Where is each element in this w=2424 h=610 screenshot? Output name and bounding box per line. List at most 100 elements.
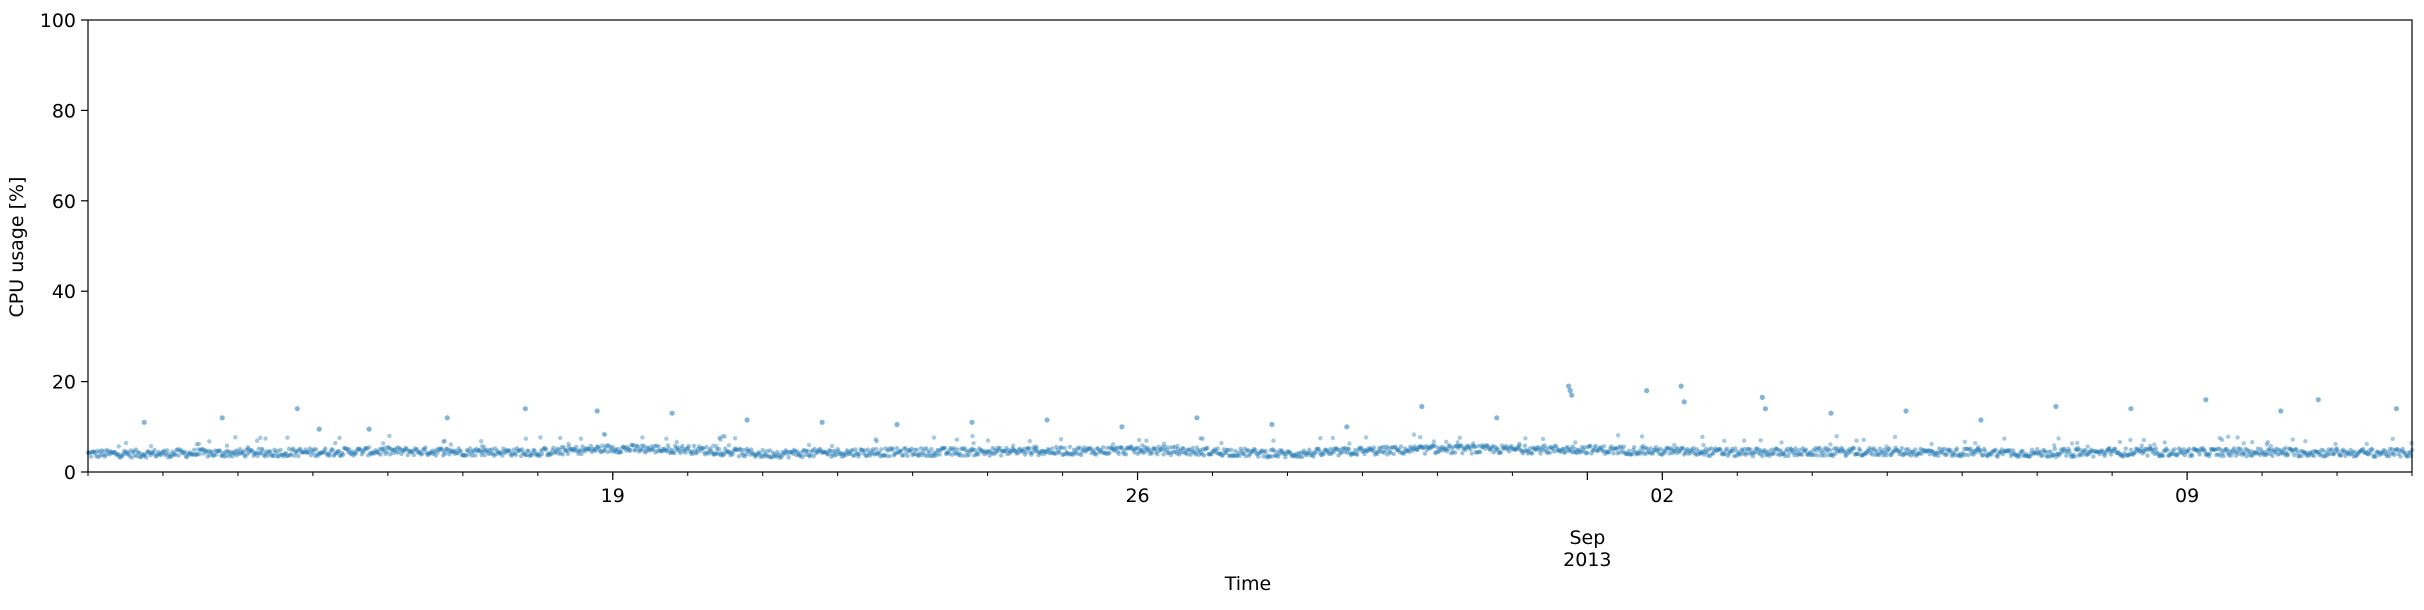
data-point (773, 454, 778, 459)
data-point (1052, 451, 1057, 456)
data-point (1371, 445, 1377, 450)
data-point (683, 450, 688, 455)
data-point (1790, 448, 1795, 453)
data-point (675, 447, 680, 453)
data-point (288, 452, 294, 457)
data-point (348, 451, 353, 456)
data-point (1921, 449, 1926, 454)
data-point (2094, 449, 2099, 455)
data-point (1510, 446, 1515, 452)
data-point (918, 446, 924, 451)
data-point (2018, 450, 2023, 456)
data-point (630, 442, 635, 448)
data-point (2042, 449, 2047, 454)
data-point (223, 449, 228, 455)
data-point (1482, 443, 1487, 448)
data-point (1589, 451, 1594, 456)
data-point (1906, 452, 1912, 457)
data-point (334, 450, 340, 456)
data-point (2385, 449, 2391, 455)
data-point (738, 447, 743, 452)
data-point (1660, 452, 1665, 457)
data-point (1992, 448, 1997, 453)
data-point (353, 451, 358, 456)
data-point (1500, 446, 1506, 451)
data-point (1462, 445, 1467, 451)
data-point (575, 448, 580, 453)
data-point (186, 452, 192, 457)
data-point (2227, 448, 2232, 454)
data-point (1793, 446, 1798, 451)
data-point (1299, 454, 1305, 460)
data-point (1753, 446, 1759, 452)
data-point (1363, 447, 1368, 453)
data-point (576, 451, 581, 456)
data-point (723, 446, 728, 451)
data-point (1949, 453, 1955, 458)
data-point (1544, 449, 1549, 455)
data-point (2139, 443, 2144, 448)
data-point (2318, 451, 2323, 456)
data-point (662, 446, 667, 452)
data-point (1774, 446, 1780, 451)
data-point (652, 443, 657, 449)
data-point (716, 446, 722, 452)
data-point (632, 448, 637, 453)
data-point (303, 447, 308, 452)
data-point (2390, 436, 2395, 442)
data-point (1466, 445, 1471, 451)
data-point (1202, 453, 1207, 458)
data-point (162, 452, 168, 458)
data-point (1325, 450, 1331, 455)
data-point (377, 447, 382, 452)
data-point (1786, 453, 1791, 459)
data-point (602, 432, 608, 437)
data-point-outlier (1566, 383, 1572, 389)
data-point (1011, 447, 1016, 452)
data-point (159, 450, 165, 456)
data-point (1926, 448, 1932, 453)
data-point (2141, 448, 2146, 454)
data-point (2133, 446, 2139, 451)
data-point (132, 453, 138, 458)
data-point (258, 451, 263, 456)
data-point (1206, 451, 1211, 457)
data-point (464, 448, 470, 453)
data-point (1826, 453, 1832, 458)
data-point (239, 450, 245, 455)
data-point (2091, 454, 2096, 459)
data-point (441, 449, 447, 454)
data-point (986, 448, 991, 454)
data-point (1724, 446, 1730, 451)
data-point (1151, 446, 1156, 451)
data-point (2286, 446, 2292, 451)
data-point (571, 446, 576, 452)
data-point (823, 450, 828, 455)
data-point (807, 454, 812, 459)
data-point (945, 449, 951, 455)
data-point (1651, 448, 1657, 453)
data-point (363, 446, 369, 451)
data-point (623, 446, 628, 451)
data-point (194, 452, 199, 458)
data-point (1593, 443, 1598, 448)
data-point (658, 448, 663, 454)
data-point (1159, 446, 1164, 452)
data-point (349, 452, 354, 457)
data-point (420, 451, 425, 456)
data-point (2328, 448, 2333, 453)
data-point (943, 451, 949, 457)
data-point (808, 452, 813, 458)
data-point (2195, 448, 2200, 453)
data-point (2208, 446, 2214, 452)
y-tick-label: 80 (52, 100, 76, 122)
data-point (1041, 452, 1047, 457)
data-point (2380, 451, 2385, 456)
data-point (722, 434, 727, 439)
data-point (619, 445, 625, 451)
data-point (1658, 446, 1663, 451)
data-point (697, 444, 702, 449)
data-point (1851, 446, 1857, 451)
data-point (1583, 445, 1588, 450)
data-point (1900, 453, 1906, 458)
